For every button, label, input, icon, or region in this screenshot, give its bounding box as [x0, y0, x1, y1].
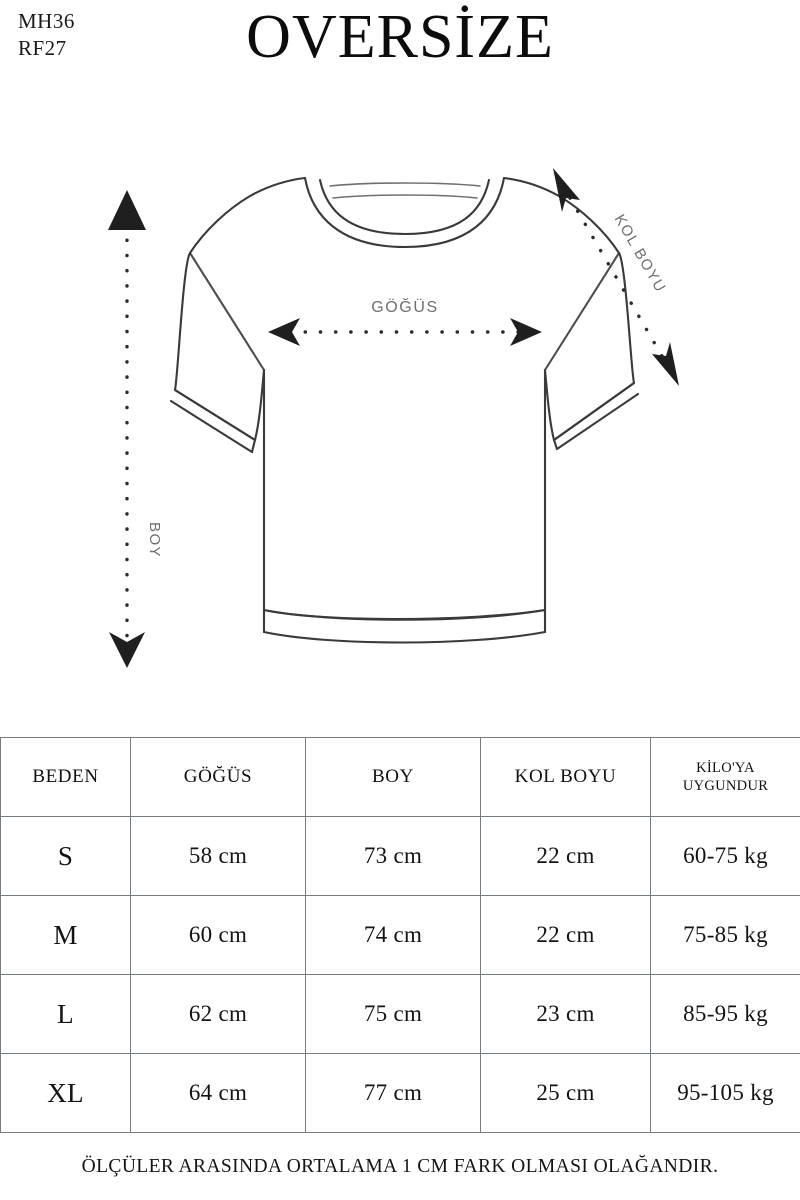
chest-measure-arrow	[268, 318, 542, 346]
cell-chest: 62 cm	[130, 974, 306, 1054]
tshirt-diagram: GÖĞÜS BOY KOL BOYU	[0, 120, 800, 720]
sleeve-measure-arrow	[553, 168, 679, 386]
table-row: S 58 cm 73 cm 22 cm 60-75 kg	[0, 816, 800, 896]
cell-weight: 85-95 kg	[650, 974, 800, 1054]
chest-label: GÖĞÜS	[371, 297, 439, 316]
cell-length: 75 cm	[305, 974, 481, 1054]
table-header-row: BEDEN GÖĞÜS BOY KOL BOYU KİLO'YA UYGUNDU…	[0, 737, 800, 817]
cell-size: M	[0, 895, 131, 975]
cell-weight: 95-105 kg	[650, 1053, 800, 1133]
size-table: BEDEN GÖĞÜS BOY KOL BOYU KİLO'YA UYGUNDU…	[0, 737, 800, 1133]
column-header-gogus: GÖĞÜS	[130, 737, 306, 817]
cell-weight: 60-75 kg	[650, 816, 800, 896]
cell-size: S	[0, 816, 131, 896]
cell-length: 77 cm	[305, 1053, 481, 1133]
product-code-1: MH36	[18, 9, 75, 33]
product-codes: MH36 RF27	[18, 8, 75, 62]
cell-sleeve: 22 cm	[480, 895, 651, 975]
column-header-boy: BOY	[305, 737, 481, 817]
cell-size: L	[0, 974, 131, 1054]
cell-sleeve: 23 cm	[480, 974, 651, 1054]
kilo-header-line-1: KİLO'YA	[696, 759, 755, 776]
table-row: M 60 cm 74 cm 22 cm 75-85 kg	[0, 895, 800, 975]
cell-length: 73 cm	[305, 816, 481, 896]
page-title: OVERSİZE	[246, 3, 554, 71]
cell-chest: 64 cm	[130, 1053, 306, 1133]
column-header-kol-boyu: KOL BOYU	[480, 737, 651, 817]
column-header-kiloya-uygundur: KİLO'YA UYGUNDUR	[650, 737, 800, 817]
measurement-note: ÖLÇÜLER ARASINDA ORTALAMA 1 CM FARK OLMA…	[81, 1156, 719, 1177]
cell-weight: 75-85 kg	[650, 895, 800, 975]
cell-length: 74 cm	[305, 895, 481, 975]
cell-sleeve: 25 cm	[480, 1053, 651, 1133]
table-row: L 62 cm 75 cm 23 cm 85-95 kg	[0, 974, 800, 1054]
column-header-beden: BEDEN	[0, 737, 131, 817]
table-row: XL 64 cm 77 cm 25 cm 95-105 kg	[0, 1053, 800, 1133]
cell-size: XL	[0, 1053, 131, 1133]
cell-chest: 58 cm	[130, 816, 306, 896]
product-code-2: RF27	[18, 35, 67, 60]
cell-chest: 60 cm	[130, 895, 306, 975]
kilo-header-line-2: UYGUNDUR	[682, 778, 769, 794]
length-label: BOY	[146, 522, 163, 558]
length-measure-arrow	[108, 190, 146, 668]
cell-sleeve: 22 cm	[480, 816, 651, 896]
